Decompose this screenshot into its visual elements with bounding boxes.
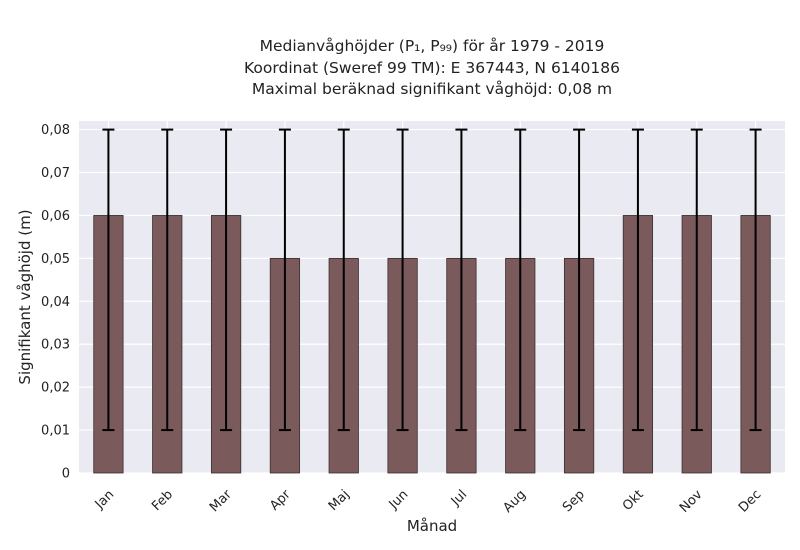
plot-area <box>79 121 785 473</box>
y-axis-label: Signifikant våghöjd (m) <box>16 209 34 384</box>
title-line-3: Maximal beräknad signifikant våghöjd: 0,… <box>252 80 612 98</box>
chart-title: Medianvåghöjder (P₁, P₉₉) för år 1979 - … <box>244 37 620 98</box>
title-line-1: Medianvåghöjder (P₁, P₉₉) för år 1979 - … <box>260 37 605 55</box>
x-axis-ticks: Jan Feb Mar Apr Maj Jun Jul Aug Sep Okt Nov Dec <box>92 487 765 516</box>
x-tick-label-sep: Sep <box>560 487 588 515</box>
x-tick-label-jun: Jun <box>386 487 412 513</box>
error-bars <box>102 128 762 432</box>
y-tick-label: 0,07 <box>41 166 70 181</box>
y-axis-ticks: 0 0,01 0,02 0,03 0,04 0,05 0,06 0,07 0,08 <box>41 123 70 481</box>
y-tick-label: 0,03 <box>41 338 70 353</box>
x-tick-label-apr: Apr <box>267 487 294 514</box>
x-tick-label-feb: Feb <box>149 487 176 514</box>
x-tick-label-jan: Jan <box>92 487 117 512</box>
x-tick-label-maj: Maj <box>326 487 353 514</box>
y-tick-label: 0,06 <box>41 209 70 224</box>
x-tick-label-jul: Jul <box>448 487 470 509</box>
y-tick-label: 0,08 <box>41 123 70 138</box>
x-tick-label-aug: Aug <box>501 487 530 516</box>
x-axis-label: Månad <box>407 517 457 535</box>
y-tick-label: 0,02 <box>41 381 70 396</box>
x-tick-label-dec: Dec <box>736 487 764 515</box>
y-tick-label: 0,05 <box>41 252 70 267</box>
y-tick-label: 0 <box>62 467 70 482</box>
title-line-2: Koordinat (Sweref 99 TM): E 367443, N 61… <box>244 59 620 77</box>
y-tick-label: 0,04 <box>41 295 70 310</box>
x-tick-label-nov: Nov <box>677 487 706 516</box>
x-tick-label-mar: Mar <box>207 487 235 515</box>
x-tick-label-okt: Okt <box>620 487 647 514</box>
y-tick-label: 0,01 <box>41 424 70 439</box>
